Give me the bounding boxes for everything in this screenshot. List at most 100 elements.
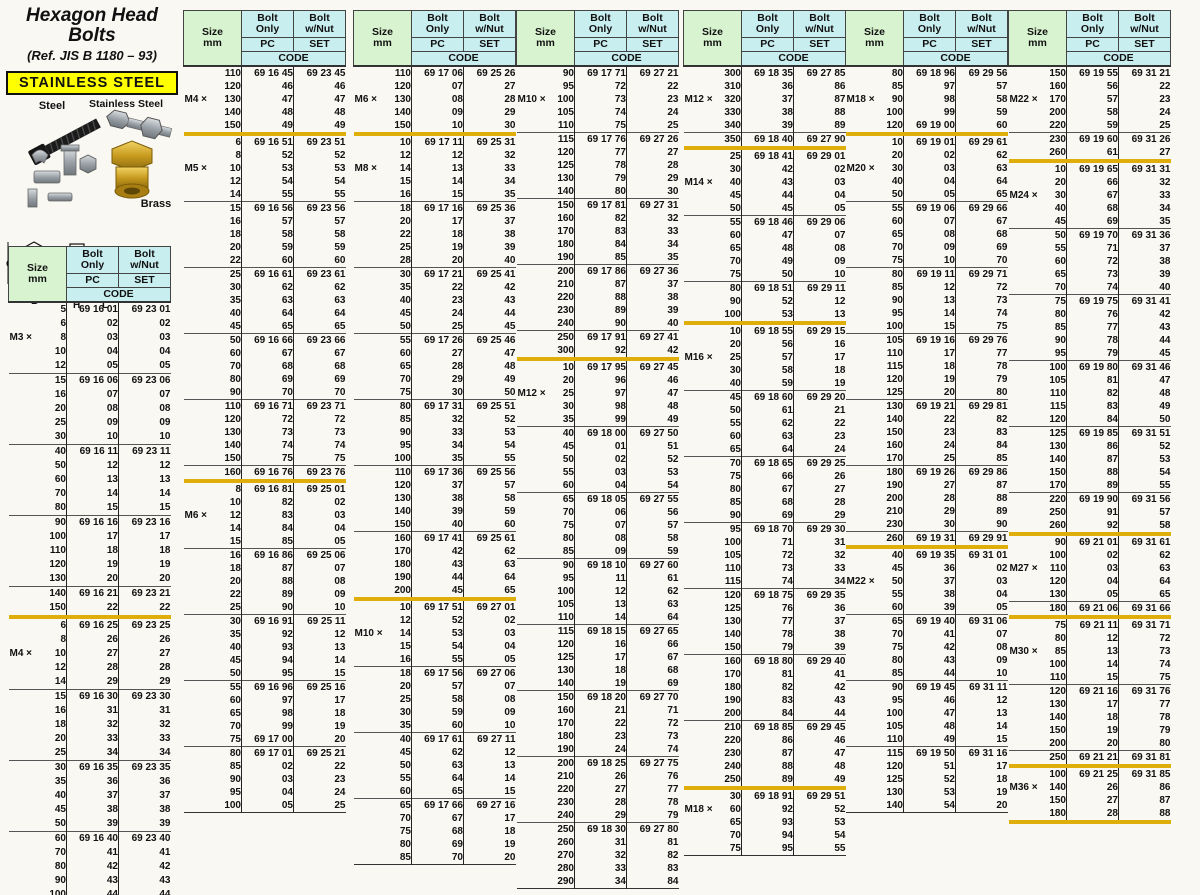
pc-code: 73 (1066, 268, 1119, 281)
size-value: 20 (229, 576, 241, 587)
size-value: 110 (1049, 672, 1066, 683)
size-value: 120 (224, 414, 241, 425)
pc-code: 69 17 86 (574, 264, 627, 278)
table-row: 200 45 65 (353, 584, 516, 599)
pc-code: 22 (903, 413, 956, 426)
pc-code: 83 (1066, 400, 1119, 413)
table-row: 20 59 59 (183, 241, 346, 254)
table-row: 40 69 19 35 69 31 01 (845, 545, 1008, 562)
size-cell: M18 × 90 (845, 93, 904, 106)
table-row: 45 94 14 (183, 654, 346, 667)
pc-code: 53 (241, 162, 294, 175)
size-cell: M20 × 30 (845, 162, 904, 175)
size-value: 20 (399, 681, 411, 692)
pc-code: 52 (903, 773, 956, 786)
size-cell: 55 (1008, 242, 1067, 255)
set-code: 05 (504, 654, 516, 665)
set-code: 07 (334, 563, 346, 574)
set-code: 80 (996, 387, 1008, 398)
pc-code: 59 (411, 706, 464, 719)
size-cell: 60 (353, 785, 412, 799)
pc-code: 34 (66, 746, 119, 761)
set-code: 44 (504, 308, 516, 319)
size-cell: 190 (516, 251, 575, 265)
set-code: 20 (159, 573, 171, 584)
size-cell: 60 (183, 347, 242, 360)
table-row: 150 88 54 (1008, 466, 1171, 479)
size-value: 16 (229, 550, 241, 561)
table-row: 120 84 50 (1008, 413, 1171, 427)
size-cell: 50 (183, 333, 242, 347)
set-code: 13 (334, 642, 346, 653)
table-row: 190 24 74 (516, 743, 679, 757)
table-row: 250 69 17 91 69 27 41 (516, 330, 679, 344)
size-cell: M36 × 140 (1008, 781, 1067, 794)
pc-code: 29 (66, 675, 119, 690)
set-code: 83 (996, 427, 1008, 438)
pc-code: 97 (241, 694, 294, 707)
set-code: 69 25 36 (463, 201, 516, 215)
set-code: 65 (334, 321, 346, 332)
table-row: 60 67 67 (183, 347, 346, 360)
table-row: M24 × 30 67 33 (1008, 189, 1171, 202)
size-value: 140 (1049, 454, 1066, 465)
size-value: 160 (886, 440, 903, 451)
size-cell: 120 (183, 413, 242, 426)
set-code: 75 (996, 321, 1008, 332)
pc-code: 34 (574, 875, 627, 889)
pc-code: 98 (574, 400, 627, 413)
table-row: 70 67 17 (353, 812, 516, 825)
size-cell: 85 (516, 545, 575, 559)
pc-code: 07 (411, 80, 464, 93)
set-code: 34 (504, 176, 516, 187)
pc-code: 19 (411, 241, 464, 254)
table-row: 35 22 42 (353, 281, 516, 294)
pc-code: 67 (411, 812, 464, 825)
set-code: 37 (159, 790, 171, 801)
size-cell: 80 (683, 281, 742, 295)
table-row: 65 93 53 (683, 816, 846, 829)
set-code: 88 (1159, 808, 1171, 819)
table-col-7: Size mm Bolt Only Bolt w/Nut PC SET CODE 150 69 19… (1008, 10, 1171, 824)
set-code: 33 (1159, 190, 1171, 201)
size-value: 90 (1054, 537, 1066, 548)
set-code: 69 23 61 (293, 267, 346, 281)
pc-code: 88 (741, 760, 794, 773)
size-cell: 125 (1008, 426, 1067, 440)
set-code: 65 (996, 189, 1008, 200)
table-row: 60 97 17 (183, 694, 346, 707)
pc-code: 29 (903, 505, 956, 518)
set-code: 54 (504, 440, 516, 451)
size-cell: 110 (1008, 671, 1067, 685)
size-cell: 40 (183, 307, 242, 320)
size-value: 20 (729, 339, 741, 350)
pc-code: 25 (903, 452, 956, 466)
pc-code: 74 (1066, 281, 1119, 295)
pc-code: 69 19 85 (1066, 426, 1119, 440)
size-value: 50 (399, 760, 411, 771)
size-cell: 150 (1008, 66, 1067, 80)
table-row: 110 69 17 36 69 25 56 (353, 465, 516, 479)
size-value: 20 (229, 242, 241, 253)
size-cell: 100 (353, 452, 412, 466)
size-cell: 14 (183, 522, 242, 535)
pc-code: 73 (741, 562, 794, 575)
bolt-code-table-m10-m12: Size mm Bolt Only Bolt w/Nut PC SET CODE 90 69 17 … (516, 10, 679, 889)
table-row: 260 69 19 31 69 29 91 (845, 531, 1008, 547)
pc-code: 81 (741, 668, 794, 681)
size-cell: 80 (183, 746, 242, 760)
pc-code: 70 (241, 386, 294, 400)
pc-code: 05 (1066, 588, 1119, 602)
pc-code: 59 (1066, 119, 1119, 133)
size-cell: 80 (845, 66, 904, 80)
pc-code: 69 19 31 (903, 531, 956, 547)
size-cell: 70 (1008, 281, 1067, 295)
size-cell: 115 (845, 746, 904, 760)
set-code: 69 31 61 (1118, 532, 1171, 549)
set-code: 58 (504, 493, 516, 504)
set-code: 69 29 51 (793, 786, 846, 803)
size-value: 220 (557, 292, 574, 303)
size-cell: 18 (183, 228, 242, 241)
size-value: 105 (1049, 375, 1066, 386)
set-code: 69 23 66 (293, 333, 346, 347)
